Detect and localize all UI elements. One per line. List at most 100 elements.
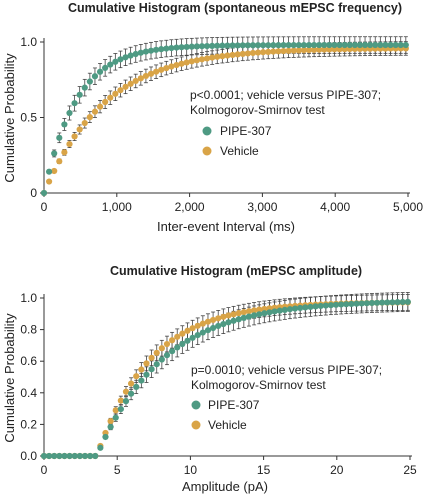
- data-point-pipe-307: [285, 42, 292, 49]
- data-point-pipe-307: [300, 41, 307, 49]
- data-point-vehicle: [244, 50, 251, 57]
- amplitude-chart: Cumulative Histogram (mEPSC amplitude) C…: [2, 264, 417, 494]
- data-point-pipe-307: [307, 303, 314, 310]
- legend-label-vehicle: Vehicle: [208, 418, 247, 432]
- data-point-vehicle: [142, 72, 150, 80]
- data-point-vehicle: [321, 46, 328, 53]
- data-point-vehicle: [203, 55, 211, 62]
- data-point-pipe-307: [209, 324, 217, 332]
- data-point-pipe-307: [358, 300, 365, 307]
- data-point-vehicle: [256, 306, 263, 313]
- data-point-pipe-307: [215, 322, 222, 330]
- data-point-pipe-307: [96, 68, 104, 75]
- data-point-pipe-307: [265, 42, 272, 49]
- data-point-vehicle: [174, 333, 181, 340]
- x-tick-label: 5,000: [393, 200, 423, 214]
- data-point-pipe-307: [271, 308, 278, 315]
- data-point-pipe-307: [239, 42, 246, 49]
- data-point-vehicle: [235, 310, 242, 317]
- data-point-vehicle: [229, 51, 236, 59]
- data-point-pipe-307: [377, 41, 384, 49]
- data-point-pipe-307: [310, 41, 318, 49]
- data-point-pipe-307: [137, 49, 144, 56]
- data-point-pipe-307: [321, 41, 328, 49]
- data-point-vehicle: [173, 61, 180, 69]
- data-point-pipe-307: [92, 452, 99, 460]
- data-point-pipe-307: [117, 405, 124, 413]
- data-point-pipe-307: [317, 302, 324, 310]
- data-point-pipe-307: [235, 316, 242, 323]
- x-axis-label: Inter-event Interval (ms): [157, 219, 295, 234]
- data-point-pipe-307: [240, 314, 247, 321]
- legend-marker-vehicle: [191, 420, 201, 430]
- x-tick-label: 2,000: [175, 200, 205, 214]
- stats-annotation-line-1: p=0.0010; vehicle versus PIPE-307;: [191, 363, 382, 377]
- data-point-vehicle: [168, 63, 175, 70]
- data-point-pipe-307: [363, 300, 370, 307]
- data-point-pipe-307: [127, 52, 134, 59]
- data-point-pipe-307: [295, 41, 302, 49]
- chart-title: Cumulative Histogram (spontaneous mEPSC …: [68, 1, 402, 15]
- data-point-pipe-307: [353, 300, 360, 307]
- data-point-vehicle: [209, 54, 216, 61]
- data-point-vehicle: [128, 380, 135, 387]
- data-point-pipe-307: [178, 44, 185, 51]
- data-point-pipe-307: [122, 398, 130, 405]
- data-point-pipe-307: [234, 42, 241, 49]
- data-point-vehicle: [260, 49, 267, 56]
- data-point-pipe-307: [291, 305, 299, 312]
- data-point-pipe-307: [169, 348, 176, 355]
- x-tick-label: 4,000: [320, 200, 350, 214]
- data-point-vehicle: [275, 48, 282, 55]
- data-point-pipe-307: [224, 42, 231, 49]
- data-point-pipe-307: [51, 150, 58, 157]
- data-point-pipe-307: [112, 58, 119, 65]
- data-point-pipe-307: [51, 452, 58, 460]
- x-tick-label: 3,000: [247, 200, 277, 214]
- data-point-pipe-307: [40, 452, 48, 460]
- data-point-vehicle: [76, 126, 83, 133]
- data-point-pipe-307: [379, 299, 386, 306]
- data-point-pipe-307: [122, 54, 129, 61]
- data-point-vehicle: [169, 337, 176, 344]
- data-point-vehicle: [71, 133, 78, 140]
- data-point-pipe-307: [66, 452, 73, 460]
- x-axis-label: Amplitude (pA): [182, 479, 268, 494]
- data-point-vehicle: [265, 48, 272, 56]
- data-point-pipe-307: [203, 42, 211, 50]
- legend-label-pipe-307: PIPE-307: [220, 124, 272, 138]
- data-point-vehicle: [132, 77, 139, 85]
- data-point-pipe-307: [367, 41, 374, 49]
- data-point-vehicle: [239, 50, 246, 57]
- data-point-pipe-307: [188, 43, 195, 50]
- legend: PIPE-307 Vehicle: [191, 398, 260, 432]
- data-point-pipe-307: [158, 356, 165, 363]
- data-point-pipe-307: [173, 44, 180, 51]
- data-point-vehicle: [158, 66, 165, 73]
- data-point-pipe-307: [193, 43, 200, 50]
- data-point-pipe-307: [397, 41, 404, 49]
- data-point-pipe-307: [56, 452, 63, 460]
- y-tick-label: 0.5: [20, 111, 37, 125]
- legend-marker-pipe-307: [202, 126, 212, 136]
- data-point-pipe-307: [107, 423, 114, 431]
- data-point-pipe-307: [214, 42, 221, 49]
- data-point-pipe-307: [260, 42, 267, 49]
- data-point-pipe-307: [276, 307, 283, 314]
- data-point-pipe-307: [331, 41, 338, 49]
- data-point-pipe-307: [338, 301, 345, 308]
- data-point-pipe-307: [336, 41, 343, 49]
- data-point-pipe-307: [327, 302, 335, 309]
- data-point-vehicle: [183, 59, 190, 66]
- data-point-pipe-307: [153, 361, 160, 368]
- data-point-vehicle: [147, 70, 155, 77]
- data-point-vehicle: [225, 312, 232, 319]
- data-point-pipe-307: [46, 452, 53, 460]
- data-point-vehicle: [285, 47, 292, 54]
- data-point-vehicle: [163, 340, 171, 348]
- data-point-vehicle: [56, 158, 63, 165]
- data-point-pipe-307: [261, 310, 268, 317]
- data-point-pipe-307: [361, 41, 369, 49]
- data-point-pipe-307: [275, 42, 282, 49]
- data-point-pipe-307: [297, 304, 304, 312]
